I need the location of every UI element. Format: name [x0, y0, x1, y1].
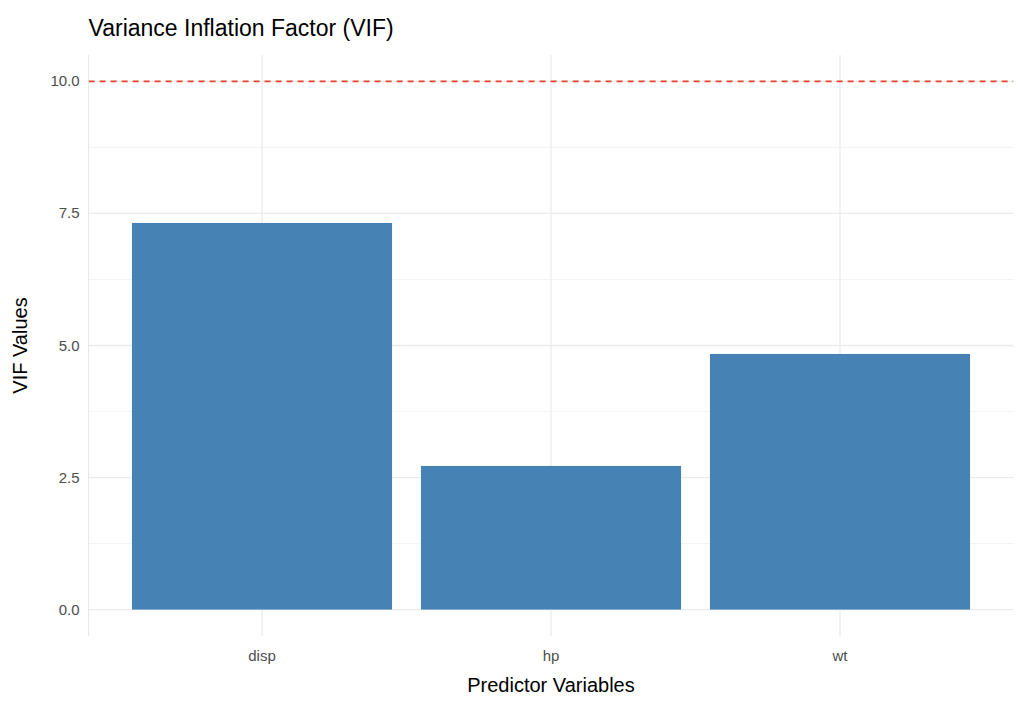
y-tick-label: 5.0	[59, 337, 80, 354]
x-tick-label: wt	[832, 647, 849, 664]
bar	[132, 223, 392, 610]
y-tick-label: 10.0	[50, 72, 79, 89]
grid-line	[89, 81, 1014, 82]
reference-line	[89, 81, 1014, 83]
x-tick-label: disp	[248, 647, 276, 664]
title: Variance Inflation Factor (VIF)	[89, 15, 394, 41]
y-axis-label: VIF Values	[9, 297, 31, 393]
y-axis-line	[88, 55, 89, 636]
grid	[89, 55, 1014, 636]
x-tick-label: hp	[543, 647, 560, 664]
y-tick-label: 0.0	[59, 601, 80, 618]
bar	[710, 354, 970, 610]
y-tick-label: 7.5	[59, 204, 80, 221]
background	[0, 0, 1024, 710]
bars	[89, 81, 1014, 609]
chart: 0.0 2.5 5.0 7.5 10.0 disp hp wt Variance Inflati…	[0, 0, 1024, 710]
bar	[421, 466, 681, 610]
y-tick-label: 2.5	[59, 469, 80, 486]
x-axis-label: Predictor Variables	[467, 674, 634, 696]
